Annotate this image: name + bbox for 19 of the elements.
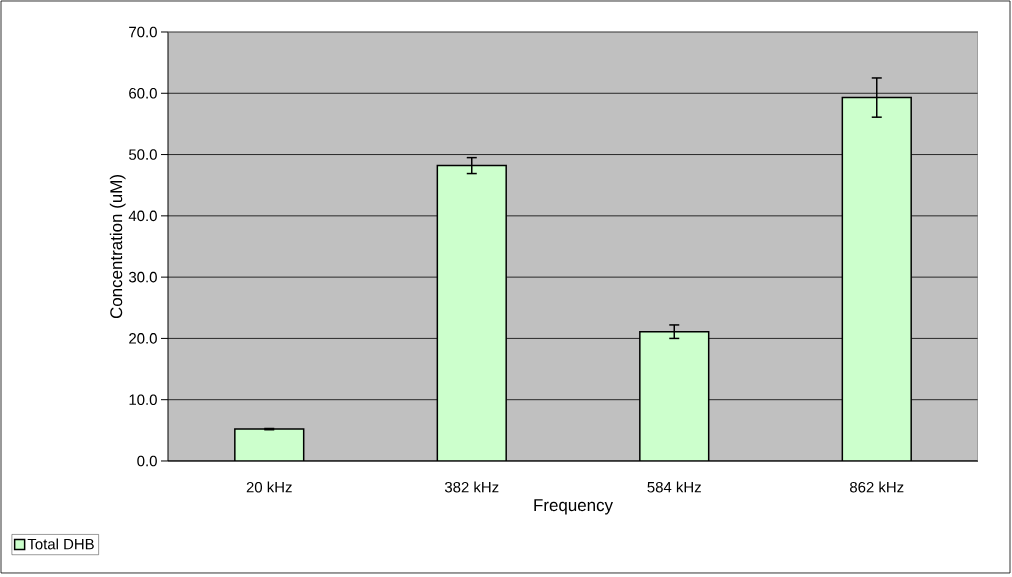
- x-axis-title: Frequency: [534, 499, 613, 515]
- bar: [639, 330, 710, 461]
- legend-label: Total DHB: [27, 538, 94, 550]
- y-tick-label: 10.0: [129, 394, 157, 405]
- y-tick-label: 70.0: [129, 26, 157, 38]
- y-axis-title: Concentration (uM): [109, 175, 126, 319]
- bar: [234, 428, 305, 461]
- y-tick-label: 60.0: [129, 87, 157, 99]
- x-tick-label: 862 kHz: [850, 481, 904, 493]
- y-tick-label: 50.0: [129, 149, 157, 160]
- bar: [436, 164, 507, 461]
- y-tick-label: 40.0: [128, 210, 157, 222]
- y-tick-label: 30.0: [128, 271, 157, 283]
- x-tick-label: 20 kHz: [246, 481, 292, 493]
- x-tick-label: 584 kHz: [647, 481, 701, 493]
- x-tick-label: 382 kHz: [444, 481, 499, 493]
- y-tick-label: 0.0: [137, 455, 157, 467]
- bar: [841, 96, 912, 461]
- y-tick-label: 20.0: [129, 333, 157, 344]
